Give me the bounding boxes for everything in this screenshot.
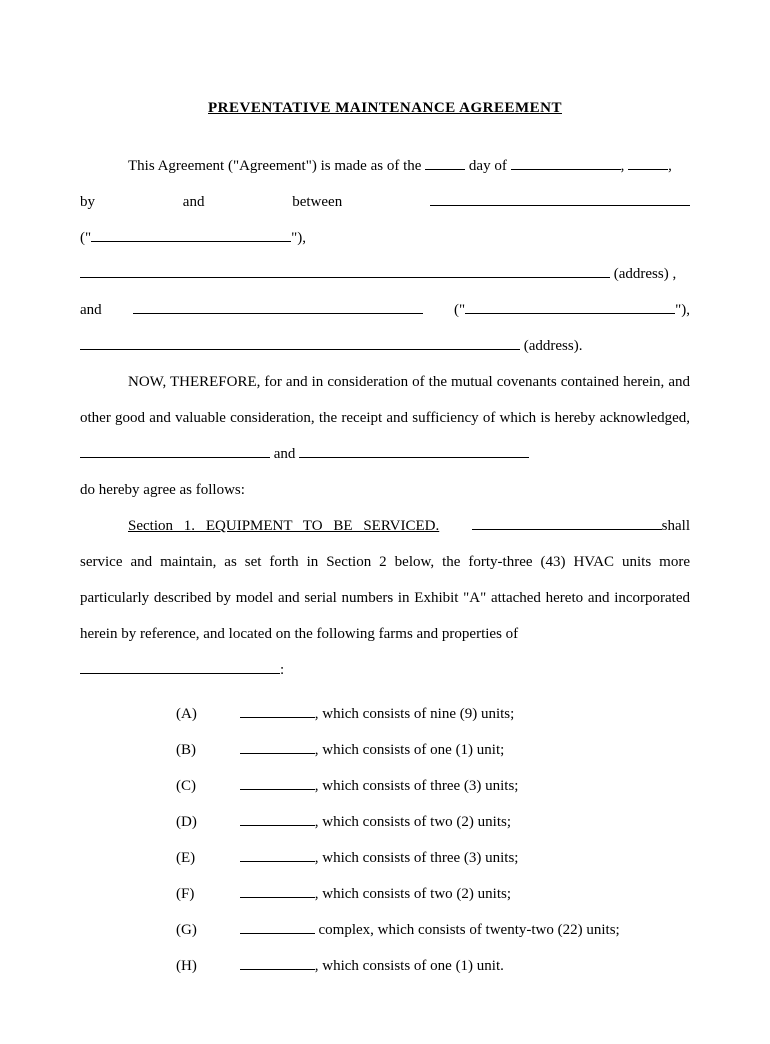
close-quote-1: "),	[291, 230, 306, 246]
intro-text-1d: ,	[668, 158, 672, 174]
and-word: and	[183, 194, 205, 210]
item-text: complex, which consists of twenty-two (2…	[315, 922, 620, 938]
intro-line-6: (address).	[80, 328, 690, 364]
item-label: (B)	[176, 732, 236, 768]
item-text: , which consists of three (3) units;	[315, 850, 519, 866]
blank-day	[425, 154, 465, 170]
item-text: , which consists of one (1) unit;	[315, 742, 505, 758]
list-item: (E) , which consists of three (3) units;	[80, 840, 690, 876]
list-item: (A) , which consists of nine (9) units;	[80, 696, 690, 732]
section1-body: service and maintain, as set forth in Se…	[80, 544, 690, 652]
item-label: (G)	[176, 912, 236, 948]
close-quote-2: "),	[675, 302, 690, 318]
item-label: (A)	[176, 696, 236, 732]
address-label-2: (address).	[520, 338, 582, 354]
property-list: (A) , which consists of nine (9) units; …	[80, 696, 690, 984]
blank-ack2	[299, 442, 529, 458]
by-word: by	[80, 194, 95, 210]
blank-party1	[430, 190, 690, 206]
section1-header: Section 1. EQUIPMENT TO BE SERVICED.	[128, 518, 439, 534]
item-label: (H)	[176, 948, 236, 984]
blank-prop	[240, 738, 315, 754]
item-text: , which consists of two (2) units;	[315, 886, 511, 902]
list-item: (H) , which consists of one (1) unit.	[80, 948, 690, 984]
blank-prop	[240, 954, 315, 970]
item-text: , which consists of nine (9) units;	[315, 706, 515, 722]
blank-prop	[240, 810, 315, 826]
blank-prop	[240, 882, 315, 898]
document-page: PREVENTATIVE MAINTENANCE AGREEMENT This …	[0, 0, 770, 1044]
blank-servicer	[472, 514, 662, 530]
blank-prop	[240, 846, 315, 862]
blank-prop	[240, 702, 315, 718]
section1-colon: :	[280, 662, 284, 678]
item-label: (E)	[176, 840, 236, 876]
list-item: (B) , which consists of one (1) unit;	[80, 732, 690, 768]
section1-tail: shall	[662, 518, 690, 534]
item-text: , which consists of one (1) unit.	[315, 958, 504, 974]
section1-owner-line: :	[80, 652, 690, 688]
item-text: , which consists of two (2) units;	[315, 814, 511, 830]
section1-para: Section 1. EQUIPMENT TO BE SERVICED. sha…	[80, 508, 690, 544]
item-label: (F)	[176, 876, 236, 912]
open-quote-1: ("	[80, 230, 91, 246]
therefore-and: and	[270, 446, 299, 462]
intro-line-5: and (" "),	[80, 292, 690, 328]
therefore-para: NOW, THEREFORE, for and in consideration…	[80, 364, 690, 472]
therefore-text-1: NOW, THEREFORE, for and in consideration…	[80, 374, 690, 426]
intro-text-1c: ,	[621, 158, 629, 174]
blank-prop	[240, 918, 315, 934]
blank-party1-name	[91, 226, 291, 242]
intro-line-1: This Agreement ("Agreement") is made as …	[80, 148, 690, 184]
therefore-para-2: do hereby agree as follows:	[80, 472, 690, 508]
list-item: (C) , which consists of three (3) units;	[80, 768, 690, 804]
intro-text-1a: This Agreement ("Agreement") is made as …	[128, 158, 425, 174]
and-word-2: and	[80, 302, 133, 318]
blank-month	[511, 154, 621, 170]
therefore-text-2: do hereby agree as follows:	[80, 482, 245, 498]
address-label-1: (address) ,	[610, 266, 676, 282]
intro-line-4: (address) ,	[80, 256, 690, 292]
blank-owner	[80, 658, 280, 674]
document-title: PREVENTATIVE MAINTENANCE AGREEMENT	[80, 90, 690, 126]
list-item: (D) , which consists of two (2) units;	[80, 804, 690, 840]
list-item: (F) , which consists of two (2) units;	[80, 876, 690, 912]
blank-address1	[80, 262, 610, 278]
item-text: , which consists of three (3) units;	[315, 778, 519, 794]
between-word: between	[292, 194, 342, 210]
blank-party2	[133, 298, 423, 314]
intro-line-3: (" "),	[80, 220, 690, 256]
list-item: (G) complex, which consists of twenty-tw…	[80, 912, 690, 948]
intro-line-2: by and between	[80, 184, 690, 220]
blank-ack1	[80, 442, 270, 458]
blank-year	[628, 154, 668, 170]
blank-prop	[240, 774, 315, 790]
blank-party2-name	[465, 298, 675, 314]
open-quote-2: ("	[423, 302, 465, 318]
blank-address2	[80, 334, 520, 350]
intro-text-1b: day of	[465, 158, 510, 174]
item-label: (C)	[176, 768, 236, 804]
section1-body-text: service and maintain, as set forth in Se…	[80, 554, 690, 642]
item-label: (D)	[176, 804, 236, 840]
